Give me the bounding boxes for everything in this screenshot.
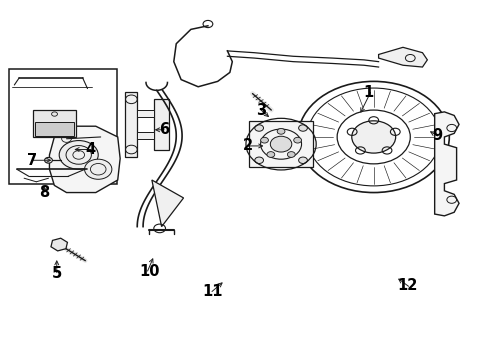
Polygon shape (378, 47, 427, 67)
Circle shape (287, 152, 295, 157)
Text: 3: 3 (256, 103, 266, 118)
Polygon shape (137, 110, 154, 117)
Text: 1: 1 (363, 85, 373, 100)
Text: 2: 2 (243, 139, 253, 153)
Circle shape (44, 157, 52, 163)
Circle shape (254, 125, 263, 131)
Circle shape (298, 157, 307, 163)
Circle shape (266, 152, 274, 157)
Text: 12: 12 (397, 278, 417, 293)
Polygon shape (49, 126, 120, 193)
Polygon shape (35, 122, 74, 136)
Circle shape (270, 136, 291, 152)
Text: 6: 6 (159, 122, 169, 137)
Text: 5: 5 (52, 266, 62, 281)
Text: 7: 7 (27, 153, 38, 168)
Text: 8: 8 (40, 185, 50, 200)
Circle shape (254, 157, 263, 163)
Text: 11: 11 (202, 284, 223, 299)
Polygon shape (33, 111, 76, 138)
Circle shape (277, 129, 285, 134)
Text: 4: 4 (86, 142, 96, 157)
Polygon shape (152, 180, 183, 226)
Circle shape (293, 137, 301, 143)
Circle shape (298, 125, 307, 131)
Circle shape (59, 140, 98, 169)
Polygon shape (154, 99, 168, 149)
Polygon shape (137, 132, 154, 139)
Bar (249, 121, 312, 167)
Polygon shape (51, 238, 67, 251)
Bar (9, 69, 117, 184)
Text: 9: 9 (431, 128, 441, 143)
Circle shape (84, 159, 112, 179)
Circle shape (351, 121, 395, 153)
Circle shape (260, 137, 268, 143)
Polygon shape (125, 92, 137, 157)
Text: 10: 10 (139, 264, 160, 279)
Polygon shape (434, 112, 458, 216)
